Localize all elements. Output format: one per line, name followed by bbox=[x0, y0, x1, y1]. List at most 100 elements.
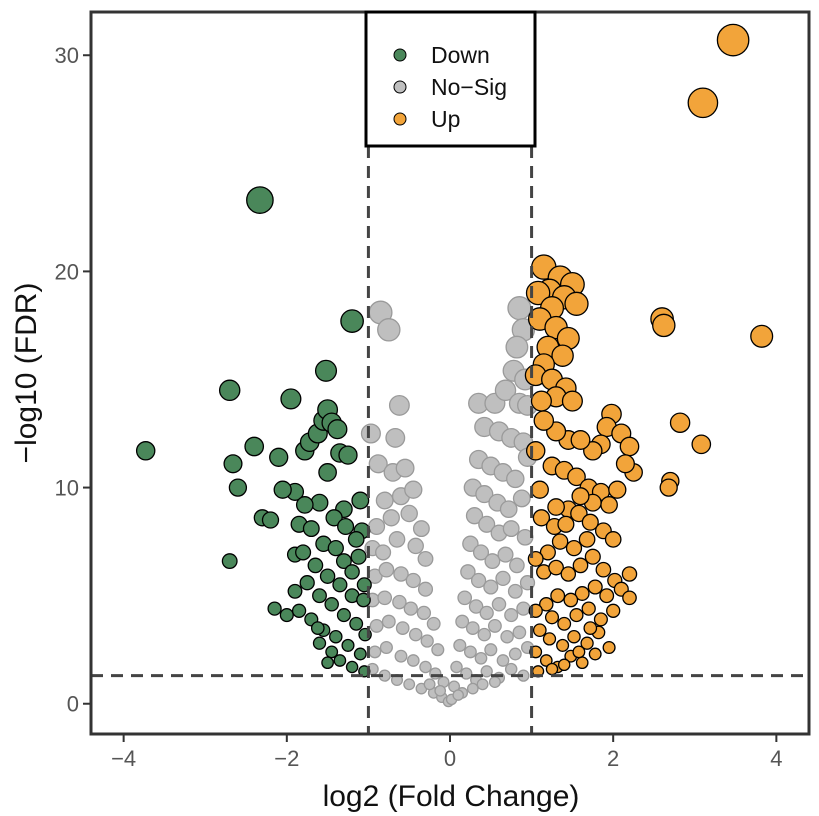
point-no-sig-99 bbox=[516, 601, 531, 616]
x-tick-label-4: 4 bbox=[770, 746, 782, 771]
point-no-sig-77 bbox=[512, 489, 531, 508]
point-up-103 bbox=[545, 662, 559, 676]
point-up-75 bbox=[599, 588, 615, 604]
point-no-sig-54 bbox=[507, 296, 532, 321]
point-down-29 bbox=[310, 493, 329, 512]
point-up-105 bbox=[572, 645, 586, 659]
point-no-sig-107 bbox=[463, 645, 477, 659]
point-up-5 bbox=[669, 412, 691, 433]
point-no-sig-7 bbox=[395, 458, 415, 478]
point-no-sig-96 bbox=[479, 605, 494, 621]
point-down-10 bbox=[280, 388, 302, 410]
point-down-0 bbox=[135, 441, 156, 461]
point-up-60 bbox=[604, 531, 622, 548]
point-no-sig-16 bbox=[375, 544, 392, 561]
point-no-sig-98 bbox=[504, 608, 519, 623]
point-down-32 bbox=[327, 539, 344, 557]
point-no-sig-14 bbox=[412, 520, 430, 538]
point-down-26 bbox=[338, 445, 358, 465]
point-down-64 bbox=[325, 509, 343, 527]
y-tick-label-0: 0 bbox=[67, 692, 79, 717]
point-up-28 bbox=[561, 390, 583, 412]
point-no-sig-91 bbox=[495, 570, 511, 587]
point-no-sig-19 bbox=[417, 550, 434, 567]
legend-label-up: Up bbox=[431, 106, 460, 132]
point-down-4 bbox=[221, 553, 238, 570]
point-up-86 bbox=[593, 612, 608, 627]
point-up-70 bbox=[584, 548, 601, 565]
point-no-sig-111 bbox=[508, 647, 522, 661]
point-up-91 bbox=[556, 638, 570, 652]
point-up-104 bbox=[557, 658, 571, 672]
point-up-88 bbox=[622, 590, 637, 606]
axes-layer: −4 −2 0 2 4 0 10 20 30 bbox=[55, 43, 783, 771]
point-no-sig-83 bbox=[462, 535, 479, 553]
x-tick-label-1: −2 bbox=[274, 746, 299, 771]
point-down-22 bbox=[314, 359, 338, 382]
point-down-53 bbox=[325, 645, 339, 659]
point-no-sig-11 bbox=[368, 517, 386, 536]
point-no-sig-42 bbox=[429, 667, 442, 680]
point-up-87 bbox=[606, 603, 621, 618]
point-no-sig-92 bbox=[507, 583, 523, 599]
point-no-sig-56 bbox=[505, 335, 529, 359]
point-up-79 bbox=[550, 588, 566, 604]
point-down-6 bbox=[244, 436, 265, 457]
point-up-48 bbox=[600, 496, 618, 514]
point-up-62 bbox=[565, 539, 583, 557]
point-up-33 bbox=[619, 436, 640, 457]
point-up-50 bbox=[571, 487, 590, 506]
point-no-sig-53 bbox=[434, 684, 447, 697]
point-down-9 bbox=[269, 447, 289, 467]
point-up-71 bbox=[595, 561, 612, 578]
y-tick-label-1: 10 bbox=[55, 476, 79, 501]
point-up-85 bbox=[581, 601, 596, 616]
y-tick-label-3: 30 bbox=[55, 43, 79, 68]
point-down-49 bbox=[329, 629, 343, 644]
point-down-50 bbox=[341, 638, 355, 652]
point-up-69 bbox=[572, 557, 589, 574]
legend-key-up bbox=[393, 112, 407, 126]
point-no-sig-23 bbox=[405, 572, 421, 589]
point-up-101 bbox=[588, 647, 602, 661]
point-no-sig-2 bbox=[388, 394, 410, 416]
point-down-44 bbox=[349, 616, 364, 631]
point-down-65 bbox=[337, 517, 355, 536]
point-up-3 bbox=[652, 313, 676, 338]
point-up-93 bbox=[580, 636, 594, 650]
point-up-27 bbox=[530, 390, 552, 412]
point-down-66 bbox=[347, 531, 365, 548]
point-no-sig-17 bbox=[388, 531, 406, 548]
point-no-sig-26 bbox=[377, 590, 393, 606]
legend-key-no-sig bbox=[393, 80, 407, 94]
point-no-sig-32 bbox=[381, 614, 396, 629]
point-no-sig-85 bbox=[484, 553, 501, 570]
point-up-63 bbox=[551, 533, 569, 550]
point-up-52 bbox=[547, 498, 565, 516]
point-down-57 bbox=[350, 548, 367, 565]
point-up-47 bbox=[615, 454, 635, 474]
point-no-sig-1 bbox=[377, 318, 401, 342]
point-up-8 bbox=[659, 478, 678, 497]
point-down-59 bbox=[356, 592, 371, 608]
point-up-39 bbox=[525, 441, 546, 461]
point-up-73 bbox=[621, 566, 638, 582]
point-down-8 bbox=[261, 511, 280, 529]
point-no-sig-105 bbox=[512, 625, 527, 640]
point-up-83 bbox=[557, 616, 572, 631]
point-no-sig-34 bbox=[408, 627, 423, 642]
point-no-sig-41 bbox=[419, 660, 432, 674]
point-up-21 bbox=[551, 344, 574, 367]
point-no-sig-109 bbox=[484, 643, 498, 657]
point-up-61 bbox=[578, 531, 596, 548]
point-up-64 bbox=[539, 544, 556, 561]
point-no-sig-100 bbox=[455, 614, 470, 629]
point-no-sig-78 bbox=[465, 507, 484, 525]
point-no-sig-126 bbox=[488, 676, 501, 689]
point-up-82 bbox=[544, 610, 560, 625]
point-down-30 bbox=[302, 520, 320, 538]
y-tick-label-2: 20 bbox=[55, 259, 79, 284]
point-no-sig-21 bbox=[378, 561, 395, 578]
x-tick-label-3: 2 bbox=[607, 746, 619, 771]
point-down-34 bbox=[344, 564, 360, 580]
